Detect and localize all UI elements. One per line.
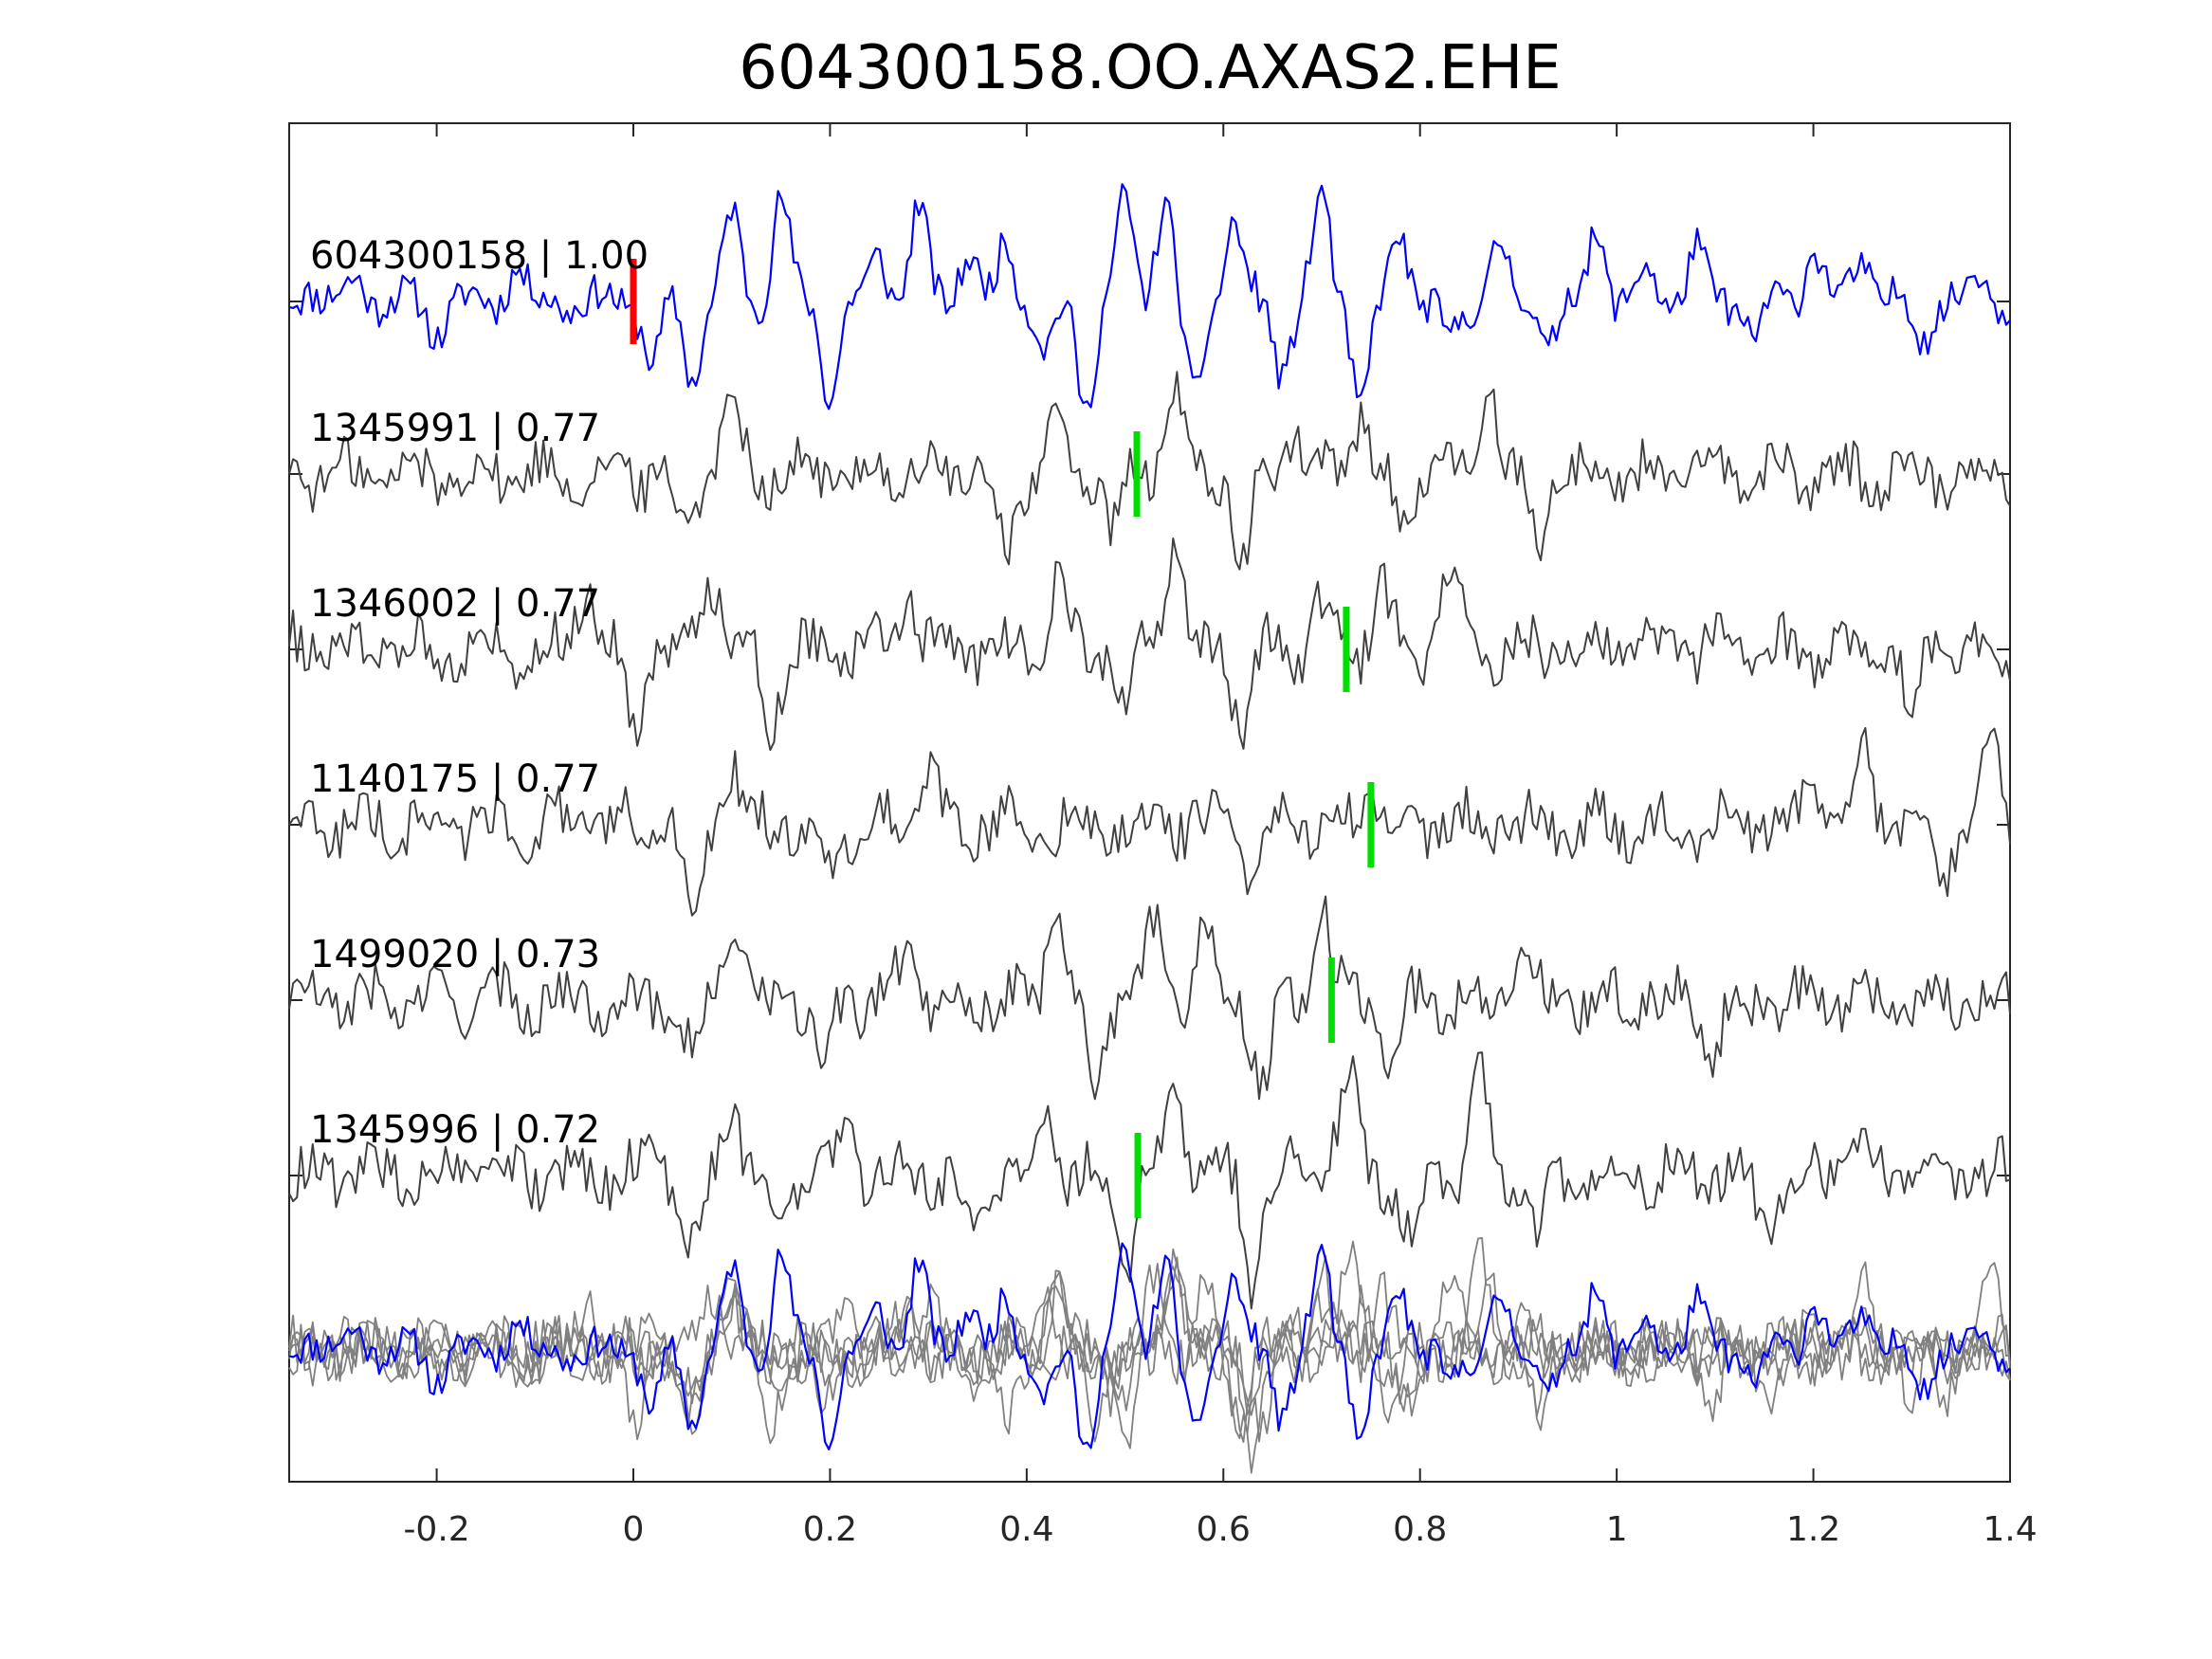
x-tick-label: -0.2 [403, 1510, 469, 1549]
trace-1499020 [288, 895, 2011, 1101]
x-tick-label: 1.2 [1786, 1510, 1840, 1549]
plot-area [288, 122, 2011, 1483]
overlay-trace-match [288, 1237, 2011, 1474]
trace-label-1345996: 1345996 | 0.72 [310, 1108, 600, 1152]
x-tick-label: 0.8 [1393, 1510, 1447, 1549]
x-tick-label: 0.4 [999, 1510, 1053, 1549]
x-tick-label: 0.2 [803, 1510, 857, 1549]
axes-box [288, 122, 2011, 1483]
overlay-trace-match [288, 1256, 2011, 1440]
traces-layer [288, 183, 2011, 1310]
x-axis: -0.2 0 0.2 0.4 0.6 0.8 1 1.2 1.4 [403, 123, 2038, 1549]
labels-layer: 604300158 | 1.00 1345991 | 0.77 1346002 | … [310, 234, 649, 1152]
overlay-trace-template [288, 1242, 2011, 1450]
chart-title: 604300158.OO.AXAS2.EHE [739, 33, 1561, 103]
trace-1346002 [288, 538, 2011, 752]
overlay-trace-match [288, 1261, 2011, 1435]
overlay-layer [288, 1237, 2011, 1474]
trace-1345996 [288, 1051, 2011, 1310]
trace-label-604300158: 604300158 | 1.00 [310, 234, 649, 278]
trace-1140175 [288, 726, 2011, 917]
x-tick-label: 0.6 [1197, 1510, 1251, 1549]
picks-layer [630, 259, 1375, 1218]
x-tick-label: 1.4 [1983, 1510, 2037, 1549]
trace-label-1140175: 1140175 | 0.77 [310, 757, 600, 801]
x-tick-label: 0 [623, 1510, 645, 1549]
x-tick-label: 1 [1606, 1510, 1628, 1549]
trace-1345991 [288, 371, 2011, 571]
trace-label-1499020: 1499020 | 0.73 [310, 933, 600, 976]
trace-label-1346002: 1346002 | 0.77 [310, 582, 600, 626]
trace-604300158 [288, 183, 2011, 410]
trace-label-1345991: 1345991 | 0.77 [310, 407, 600, 450]
